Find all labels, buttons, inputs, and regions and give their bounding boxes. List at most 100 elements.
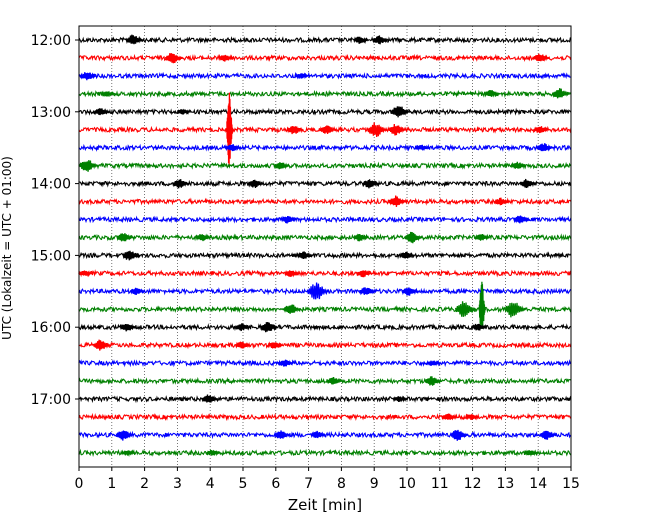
trace-noise xyxy=(78,341,572,350)
trace-event xyxy=(319,125,337,135)
trace-noise xyxy=(78,233,572,242)
vertical-grid xyxy=(111,26,539,467)
trace-event xyxy=(226,92,234,167)
trace-event xyxy=(78,270,93,277)
x-tick-label: 15 xyxy=(562,476,580,492)
seismic-traces xyxy=(78,34,572,458)
trace-1645 xyxy=(78,376,572,386)
trace-event xyxy=(297,251,313,259)
x-tick-label: 6 xyxy=(271,476,280,492)
trace-event xyxy=(398,251,415,259)
y-tick-label: 16:00 xyxy=(31,320,71,336)
trace-event xyxy=(404,231,423,244)
trace-1415 xyxy=(78,195,572,207)
trace-event xyxy=(367,122,388,138)
trace-event xyxy=(195,234,212,242)
y-tick-label: 13:00 xyxy=(31,105,71,121)
trace-noise xyxy=(78,143,572,152)
trace-event xyxy=(533,126,550,134)
trace-event xyxy=(282,304,302,314)
x-tick-label: 5 xyxy=(239,476,248,492)
trace-event xyxy=(441,413,458,421)
trace-event xyxy=(201,394,219,403)
trace-event xyxy=(306,282,330,300)
x-tick-label: 4 xyxy=(206,476,215,492)
trace-noise xyxy=(78,394,572,404)
trace-event xyxy=(259,322,279,333)
x-tick-label: 12 xyxy=(464,476,482,492)
trace-event xyxy=(310,430,327,439)
trace-noise xyxy=(78,412,572,422)
trace-event xyxy=(401,287,419,296)
trace-event xyxy=(280,215,297,224)
y-axis-label: UTC (Lokalzeit = UTC + 01:00) xyxy=(0,156,14,340)
trace-1545 xyxy=(78,281,572,329)
trace-noise xyxy=(78,323,572,332)
x-tick-label: 0 xyxy=(75,476,84,492)
trace-event xyxy=(532,53,550,62)
trace-1500 xyxy=(78,250,572,261)
trace-event xyxy=(362,179,380,189)
trace-event xyxy=(101,90,116,97)
trace-noise xyxy=(78,251,572,260)
trace-1230 xyxy=(78,71,572,81)
x-tick-label: 2 xyxy=(140,476,149,492)
trace-event xyxy=(524,449,539,457)
trace-event xyxy=(494,197,510,206)
trace-1330 xyxy=(78,143,572,152)
trace-noise xyxy=(78,359,572,368)
trace-noise xyxy=(78,197,572,206)
trace-noise xyxy=(78,71,572,80)
trace-noise xyxy=(78,376,572,386)
trace-1515 xyxy=(78,269,572,278)
trace-noise xyxy=(78,304,572,314)
trace-event xyxy=(234,323,251,332)
y-tick-label: 12:00 xyxy=(31,33,71,49)
trace-event xyxy=(513,215,531,224)
x-tick-label: 1 xyxy=(107,476,116,492)
trace-event xyxy=(484,90,501,98)
trace-event xyxy=(294,72,310,80)
trace-1700 xyxy=(78,394,572,404)
trace-event xyxy=(326,377,343,385)
x-tick-label: 9 xyxy=(370,476,379,492)
y-tick-label: 14:00 xyxy=(31,177,71,193)
trace-1315 xyxy=(78,92,572,167)
trace-event xyxy=(551,88,571,99)
trace-1745 xyxy=(78,448,572,458)
trace-event xyxy=(92,339,111,351)
trace-event xyxy=(474,234,491,241)
x-tick-label: 3 xyxy=(173,476,182,492)
trace-event xyxy=(274,162,291,170)
trace-event xyxy=(356,269,373,278)
x-tick-label: 10 xyxy=(398,476,416,492)
trace-event xyxy=(353,234,369,242)
plot-frame xyxy=(78,25,572,468)
trace-event xyxy=(234,341,251,349)
trace-event xyxy=(273,430,291,439)
y-axis-ticks: 12:00 13:00 14:00 15:00 16:00 17:00 xyxy=(31,33,79,408)
trace-event xyxy=(510,161,527,169)
trace-1215 xyxy=(78,53,572,64)
x-tick-label: 7 xyxy=(304,476,313,492)
trace-event xyxy=(450,429,469,441)
trace-1245 xyxy=(78,88,572,99)
trace-1445 xyxy=(78,231,572,244)
trace-event xyxy=(471,323,487,331)
trace-event xyxy=(78,160,99,172)
trace-1300 xyxy=(78,106,572,118)
trace-1730 xyxy=(78,429,572,441)
trace-noise xyxy=(78,107,572,116)
trace-noise xyxy=(78,53,572,62)
trace-event xyxy=(80,72,98,81)
trace-event xyxy=(478,281,487,329)
y-tick-label: 17:00 xyxy=(31,392,71,408)
trace-event xyxy=(247,179,265,189)
y-tick-label: 15:00 xyxy=(31,248,71,264)
trace-1200 xyxy=(78,34,572,45)
trace-event xyxy=(465,413,480,421)
trace-event xyxy=(372,35,390,45)
trace-event xyxy=(387,124,407,136)
trace-event xyxy=(225,144,241,152)
